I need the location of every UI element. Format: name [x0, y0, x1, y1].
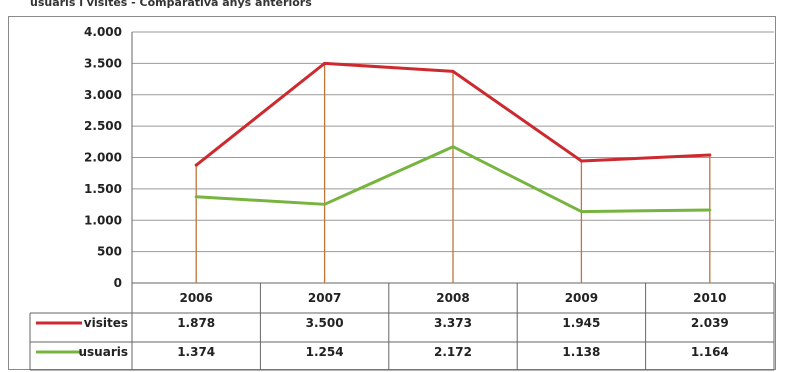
- category-label: 2010: [693, 291, 726, 305]
- y-tick-label: 500: [97, 245, 122, 259]
- data-point-usuaris: [451, 145, 455, 149]
- y-tick-label: 3.000: [84, 88, 122, 102]
- y-tick-label: 2.500: [84, 119, 122, 133]
- data-point-usuaris: [579, 210, 583, 214]
- data-point-visites: [708, 153, 712, 157]
- category-label: 2007: [308, 291, 341, 305]
- data-label-visites: 1.945: [562, 316, 600, 330]
- category-label: 2008: [436, 291, 469, 305]
- data-point-visites: [194, 163, 198, 167]
- data-label-visites: 2.039: [691, 316, 729, 330]
- data-label-visites: 3.500: [306, 316, 344, 330]
- data-label-usuaris: 1.138: [562, 345, 600, 359]
- data-label-usuaris: 1.374: [177, 345, 215, 359]
- legend-label-usuaris: usuaris: [79, 345, 129, 359]
- category-label: 2009: [565, 291, 598, 305]
- y-tick-label: 4.000: [84, 25, 122, 39]
- y-tick-label: 0: [114, 276, 122, 290]
- data-label-usuaris: 2.172: [434, 345, 472, 359]
- data-point-usuaris: [708, 208, 712, 212]
- y-tick-label: 2.000: [84, 151, 122, 165]
- data-label-visites: 1.878: [177, 316, 215, 330]
- data-point-visites: [579, 159, 583, 163]
- category-label: 2006: [179, 291, 212, 305]
- y-tick-label: 1.500: [84, 182, 122, 196]
- data-point-usuaris: [323, 202, 327, 206]
- data-label-visites: 3.373: [434, 316, 472, 330]
- data-label-usuaris: 1.254: [306, 345, 344, 359]
- legend-label-visites: visites: [84, 316, 128, 330]
- y-tick-label: 1.000: [84, 213, 122, 227]
- data-point-visites: [451, 69, 455, 73]
- data-label-usuaris: 1.164: [691, 345, 729, 359]
- data-point-visites: [323, 61, 327, 65]
- data-point-usuaris: [194, 195, 198, 199]
- chart-title: usuaris i visites - Comparativa anys ant…: [30, 0, 312, 9]
- y-tick-label: 3.500: [84, 56, 122, 70]
